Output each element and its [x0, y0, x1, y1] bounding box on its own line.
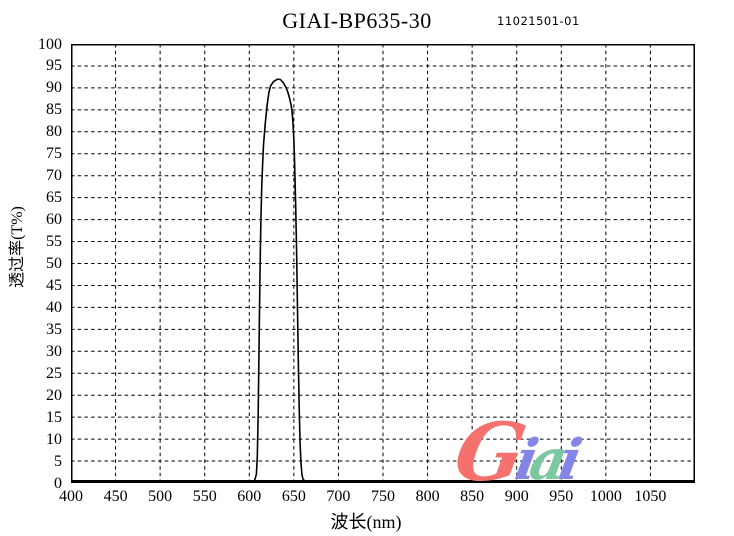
grid-lines — [71, 44, 695, 483]
x-tick-label: 600 — [237, 488, 262, 505]
y-tick-label: 50 — [46, 255, 62, 272]
y-tick-label: 35 — [46, 320, 62, 338]
y-tick-label: 90 — [46, 79, 62, 97]
x-tick-label: 650 — [281, 488, 306, 505]
x-tick-label: 900 — [504, 488, 529, 505]
y-tick-label: 10 — [46, 430, 62, 448]
x-tick-label: 700 — [326, 488, 351, 505]
x-tick-label: 550 — [192, 488, 217, 505]
y-tick-label: 65 — [46, 189, 62, 207]
y-tick-label: 70 — [46, 167, 62, 185]
x-tick-label: 750 — [371, 488, 395, 505]
y-tick-label: 85 — [46, 101, 62, 119]
y-tick-label: 5 — [54, 452, 62, 470]
y-tick-label: 95 — [46, 57, 62, 75]
y-tick-label: 75 — [46, 145, 62, 163]
y-tick-label: 25 — [46, 364, 62, 382]
x-tick-label: 800 — [415, 488, 440, 505]
y-tick-label: 45 — [46, 276, 62, 294]
chart-title: GIAI-BP635-30 — [282, 8, 432, 33]
plot-area — [71, 44, 695, 483]
x-tick-label: 450 — [103, 488, 128, 505]
y-tick-label: 20 — [46, 386, 62, 404]
y-tick-label: 100 — [38, 35, 62, 53]
y-tick-label: 55 — [46, 233, 62, 251]
x-tick-label: 400 — [59, 488, 83, 505]
transmittance-curve — [71, 78, 695, 483]
y-tick-label: 60 — [46, 211, 62, 229]
y-tick-label: 0 — [54, 474, 62, 492]
x-tick-label: 1050 — [634, 488, 667, 505]
x-tick-label: 850 — [460, 488, 485, 505]
x-tick-label: 1000 — [589, 488, 622, 505]
y-tick-label: 80 — [46, 123, 62, 141]
x-tick-label: 500 — [148, 488, 173, 505]
y-tick-label: 40 — [46, 298, 62, 316]
x-axis-title: 波长(nm) — [330, 512, 402, 532]
y-tick-label: 30 — [46, 342, 62, 360]
lot-code: 11021501-01 — [497, 14, 580, 28]
chart-canvas — [71, 44, 695, 483]
y-tick-label: 15 — [46, 408, 62, 426]
x-tick-label: 950 — [549, 488, 574, 505]
y-axis-title: 透过率(T%) — [9, 206, 26, 288]
